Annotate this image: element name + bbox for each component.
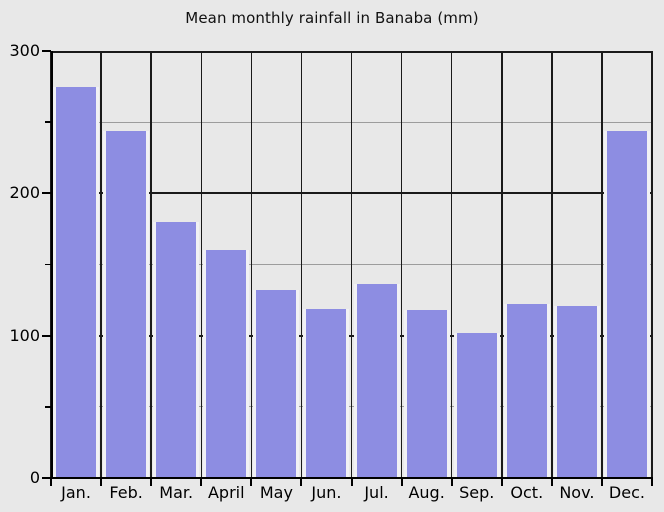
x-tick-label-oct: Oct.	[510, 483, 544, 502]
y-tick-minor-150	[45, 263, 51, 266]
gridline-vertical-10	[551, 51, 553, 478]
y-tick-minor-250	[45, 121, 51, 123]
y-tick-label-0: 0	[29, 468, 40, 487]
bar-feb	[103, 130, 150, 478]
x-tick-label-mar: Mar.	[159, 483, 194, 502]
gridline-vertical-6	[350, 51, 353, 478]
x-tick-11	[600, 478, 603, 486]
y-axis-line	[50, 51, 53, 478]
y-tick-label-200: 200	[9, 183, 40, 203]
x-tick-7	[400, 478, 403, 486]
gridline-vertical-7	[400, 51, 403, 478]
x-tick-label-sep: Sep.	[459, 483, 495, 502]
gridline-vertical-5	[300, 51, 303, 478]
x-tick-10	[550, 478, 553, 486]
x-tick-label-april: April	[207, 483, 245, 502]
y-tick-major-100	[42, 334, 51, 337]
y-tick-label-100: 100	[9, 325, 40, 345]
bar-nov	[553, 305, 600, 478]
y-tick-minor-50	[45, 405, 51, 408]
x-tick-label-may: May	[259, 483, 293, 502]
bar-sep	[453, 332, 500, 478]
bar-jan	[53, 86, 100, 478]
gridline-vertical-11	[601, 51, 603, 478]
gridline-vertical-8	[450, 51, 453, 478]
x-tick-label-nov: Nov.	[559, 483, 595, 502]
x-tick-8	[450, 478, 453, 486]
x-tick-5	[300, 478, 303, 486]
plot-area	[50, 51, 653, 479]
bar-jun	[303, 308, 350, 478]
x-axis-line	[50, 476, 653, 479]
gridline-vertical-3	[200, 51, 202, 478]
gridline-vertical-9	[501, 51, 503, 478]
x-tick-label-jun: Jun.	[311, 483, 342, 502]
bar-may	[253, 290, 300, 478]
x-tick-3	[200, 478, 203, 486]
x-tick-6	[350, 478, 353, 486]
bar-mar	[153, 221, 200, 478]
bar-april	[203, 250, 250, 478]
y-tick-major-0	[42, 477, 51, 479]
gridline-vertical-2	[150, 51, 152, 478]
chart-title: Mean monthly rainfall in Banaba (mm)	[185, 9, 479, 27]
gridline-vertical-12	[651, 51, 653, 478]
x-tick-label-dec: Dec.	[608, 483, 645, 502]
y-tick-major-300	[42, 50, 51, 52]
bar-aug	[403, 310, 450, 478]
x-tick-12	[651, 478, 653, 486]
bar-dec	[603, 130, 650, 478]
x-tick-4	[250, 478, 253, 486]
x-tick-1	[100, 478, 103, 486]
y-tick-label-300: 300	[9, 41, 40, 60]
bar-oct	[503, 304, 550, 478]
bar-jul	[353, 284, 400, 478]
gridline-vertical-1	[100, 51, 102, 478]
x-tick-label-feb: Feb.	[109, 483, 143, 502]
gridline-vertical-4	[250, 51, 253, 478]
x-tick-label-aug: Aug.	[408, 483, 445, 502]
y-tick-major-200	[42, 192, 51, 195]
x-tick-label-jan: Jan.	[61, 483, 91, 502]
x-tick-9	[500, 478, 503, 486]
x-tick-2	[150, 478, 153, 486]
x-tick-0	[50, 478, 52, 486]
x-tick-label-jul: Jul.	[364, 483, 389, 502]
